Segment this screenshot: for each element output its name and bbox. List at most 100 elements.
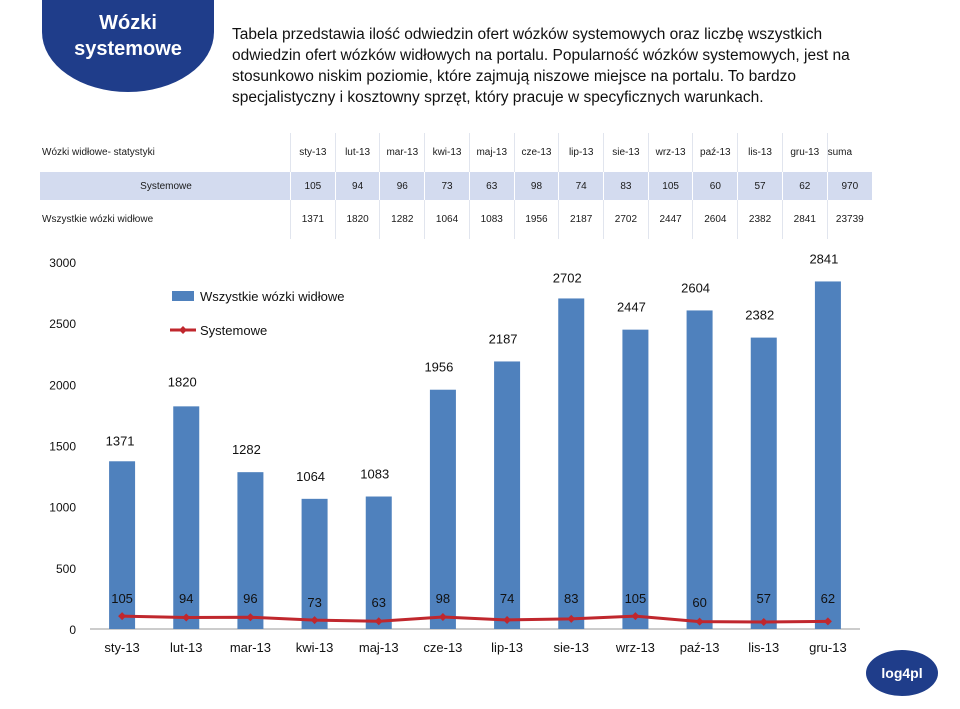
table-cell: 73 — [424, 172, 470, 200]
bar — [622, 329, 649, 629]
table-month-header: lut-13 — [335, 133, 381, 172]
bar — [814, 281, 841, 629]
line-value-label: 105 — [111, 591, 133, 606]
table-month-header: maj-13 — [469, 133, 515, 172]
legend-swatch-bars — [172, 291, 194, 301]
line-value-label: 96 — [243, 591, 257, 606]
bar — [365, 496, 392, 629]
x-tick-label: kwi-13 — [296, 640, 334, 655]
bar-value-label: 2604 — [681, 280, 710, 295]
table-cell: 98 — [514, 172, 560, 200]
bar-value-label: 1282 — [232, 442, 261, 457]
bar-value-label: 1820 — [168, 374, 197, 389]
x-tick-label: cze-13 — [423, 640, 462, 655]
bar-value-label: 2187 — [489, 331, 518, 346]
x-tick-label: sie-13 — [554, 640, 589, 655]
line-point — [118, 612, 127, 621]
bar-value-label: 1956 — [424, 360, 453, 375]
y-tick-label: 500 — [56, 562, 76, 576]
table-cell: 62 — [782, 172, 828, 200]
intro-text: Tabela przedstawia ilość odwiedzin ofert… — [232, 26, 850, 106]
table-cell: 105 — [290, 172, 336, 200]
y-tick-label: 2500 — [49, 317, 76, 331]
table-row-label: Wszystkie wózki widłowe — [40, 200, 291, 239]
table-row: Systemowe 105 94 96 73 63 98 74 83 105 6… — [40, 172, 872, 200]
badge-line-2: systemowe — [74, 38, 182, 60]
line-point — [310, 616, 319, 625]
bar-value-label: 1083 — [360, 467, 389, 482]
bar-value-label: 1371 — [106, 433, 135, 448]
x-tick-label: lip-13 — [491, 640, 523, 655]
table-cell: 2841 — [782, 200, 828, 239]
line-value-label: 83 — [564, 591, 578, 606]
table-month-header: lis-13 — [737, 133, 783, 172]
line-value-label: 105 — [625, 591, 647, 606]
y-tick-label: 1000 — [49, 501, 76, 515]
table-cell: 57 — [737, 172, 783, 200]
line-point — [374, 617, 383, 626]
line-point — [631, 612, 640, 621]
bar — [494, 361, 521, 629]
line-value-label: 98 — [436, 591, 450, 606]
line-point — [182, 613, 191, 622]
bar-value-label: 2447 — [617, 300, 646, 315]
legend-label-bars: Wszystkie wózki widłowe — [200, 289, 344, 304]
line-point — [567, 614, 576, 623]
table-month-header: wrz-13 — [648, 133, 694, 172]
table-month-header: mar-13 — [379, 133, 426, 172]
table-month-header: sie-13 — [603, 133, 649, 172]
line-value-label: 94 — [179, 591, 193, 606]
brand-logo: log4pl — [866, 650, 938, 696]
bar — [686, 310, 713, 629]
bar-value-label: 2841 — [809, 251, 838, 266]
line-point — [246, 613, 255, 622]
combo-chart: 0 500 1000 1500 2000 2500 3000 1371 1820 1282 1064… — [49, 251, 860, 655]
x-tick-label: lut-13 — [170, 640, 203, 655]
table-row-label: Systemowe — [40, 172, 291, 200]
x-tick-label: wrz-13 — [615, 640, 655, 655]
table-month-header: paź-13 — [692, 133, 739, 172]
table-cell: 1064 — [424, 200, 470, 239]
x-tick-label: mar-13 — [230, 640, 271, 655]
line-value-label: 63 — [372, 595, 386, 610]
systemowe-line — [122, 614, 828, 624]
y-tick-label: 0 — [69, 623, 76, 637]
table-cell: 2187 — [558, 200, 605, 239]
table-cell: 105 — [648, 172, 694, 200]
table-cell: 1371 — [290, 200, 336, 239]
bar — [429, 389, 456, 629]
table-cell: 96 — [379, 172, 426, 200]
table-cell: 2447 — [648, 200, 694, 239]
table-row: Wszystkie wózki widłowe 1371 1820 1282 1… — [40, 200, 872, 239]
line-value-label: 62 — [821, 591, 835, 606]
table-cell: 1820 — [335, 200, 381, 239]
x-tick-label: paź-13 — [680, 640, 720, 655]
bar — [750, 337, 777, 629]
line-value-label: 57 — [757, 591, 771, 606]
line-value-label: 73 — [307, 595, 321, 610]
table-cell: 83 — [603, 172, 649, 200]
x-tick-label: lis-13 — [748, 640, 779, 655]
table-sum-cell: 23739 — [827, 200, 872, 239]
table-cell: 74 — [558, 172, 605, 200]
table-cell: 60 — [692, 172, 739, 200]
table-cell: 2604 — [692, 200, 739, 239]
stats-table: Wózki widłowe- statystyki sty-13 lut-13 … — [40, 133, 872, 239]
x-tick-label: maj-13 — [359, 640, 399, 655]
bar — [109, 461, 136, 629]
legend-label-line: Systemowe — [200, 323, 267, 338]
table-header-row: Wózki widłowe- statystyki sty-13 lut-13 … — [40, 133, 872, 172]
section-badge: Wózki systemowe — [42, 0, 214, 92]
table-cell: 1956 — [514, 200, 560, 239]
line-point — [759, 618, 768, 627]
bar — [237, 472, 264, 629]
line-point — [695, 617, 704, 626]
table-sum-cell: 970 — [827, 172, 872, 200]
line-value-label: 60 — [692, 595, 706, 610]
x-tick-label: gru-13 — [809, 640, 847, 655]
line-point — [823, 617, 832, 626]
line-value-label: 74 — [500, 591, 514, 606]
table-month-header: cze-13 — [514, 133, 560, 172]
bar-value-label: 1064 — [296, 469, 325, 484]
y-tick-label: 2000 — [49, 378, 76, 392]
